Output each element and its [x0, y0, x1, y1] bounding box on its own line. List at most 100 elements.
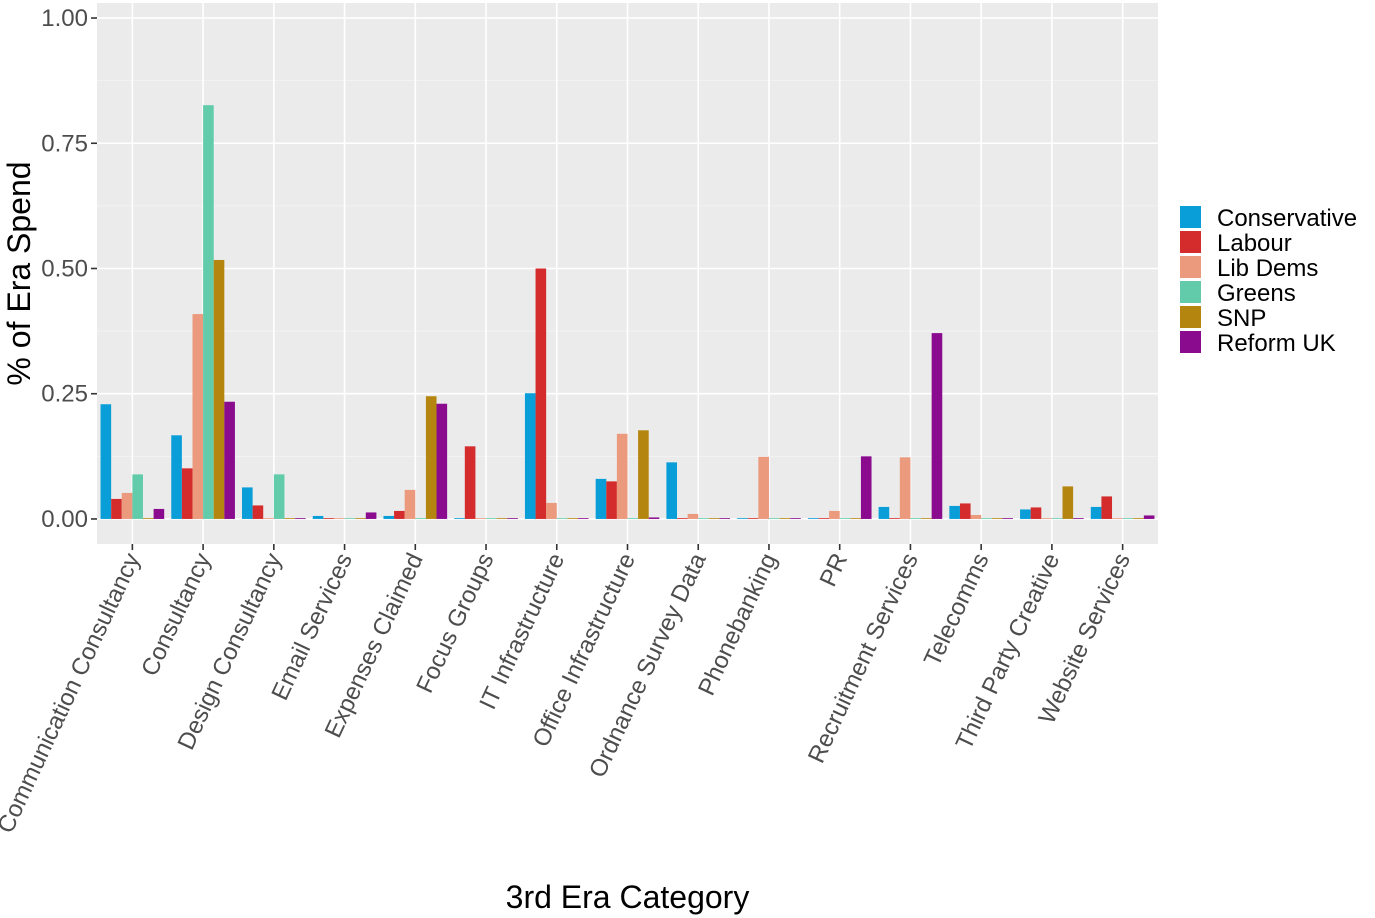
bar-conservative: [524, 393, 536, 519]
bar-labour: [959, 503, 971, 519]
bar-conservative: [1090, 506, 1102, 519]
y-tick-label: 0.75: [41, 130, 88, 157]
bar-labour: [1030, 507, 1042, 519]
bar-greens: [203, 105, 214, 519]
bar-lib-dems: [263, 518, 274, 519]
bar-lib-dems: [1112, 518, 1123, 519]
bar-snp: [779, 518, 791, 519]
x-axis: Communication ConsultancyConsultancyDesi…: [0, 544, 1136, 837]
bar-labour: [889, 518, 900, 519]
bar-reform-uk: [790, 518, 801, 519]
bar-greens: [486, 518, 497, 519]
legend-label: Reform UK: [1217, 330, 1336, 357]
bar-labour: [677, 518, 688, 519]
x-tick-label: PR: [815, 549, 854, 591]
bar-conservative: [595, 478, 607, 519]
bar-lib-dems: [616, 433, 628, 519]
bar-greens: [698, 518, 709, 519]
bar-conservative: [383, 515, 395, 519]
y-tick-label: 0.00: [41, 506, 88, 533]
bar-labour: [606, 481, 617, 519]
legend-swatch: [1180, 331, 1201, 353]
bar-reform-uk: [577, 518, 589, 519]
bar-conservative: [737, 518, 748, 519]
bar-greens: [415, 518, 426, 519]
bar-snp: [355, 518, 366, 519]
bar-conservative: [312, 515, 324, 519]
bar-lib-dems: [758, 456, 769, 519]
legend-swatch: [1180, 306, 1201, 328]
x-tick-label: Phonebanking: [693, 549, 782, 700]
bar-greens: [839, 518, 851, 519]
bar-lib-dems: [121, 492, 133, 519]
bar-labour: [394, 510, 405, 519]
bar-labour: [535, 268, 547, 519]
legend-label: Lib Dems: [1217, 255, 1318, 282]
bar-greens: [910, 518, 922, 519]
bar-lib-dems: [899, 457, 911, 519]
bar-conservative: [171, 435, 182, 519]
bar-snp: [638, 430, 649, 519]
bar-conservative: [1020, 509, 1031, 519]
bar-snp: [567, 518, 578, 519]
bar-labour: [111, 498, 122, 519]
legend-swatch: [1180, 231, 1201, 253]
y-axis: 0.00 0.25 0.50 0.75 1.00: [41, 5, 97, 533]
legend-swatch: [1180, 256, 1201, 278]
bar-snp: [1062, 486, 1074, 519]
bar-conservative: [242, 487, 253, 519]
bar-conservative: [878, 506, 890, 519]
bar-reform-uk: [295, 518, 306, 519]
bar-snp: [284, 518, 296, 519]
y-tick-label: 1.00: [41, 5, 88, 32]
bar-lib-dems: [475, 518, 487, 519]
bar-reform-uk: [436, 403, 448, 519]
bar-greens: [556, 518, 568, 519]
y-tick-label: 0.50: [41, 255, 88, 282]
bar-lib-dems: [546, 502, 557, 519]
bar-labour: [464, 446, 476, 519]
legend-label: SNP: [1217, 305, 1266, 332]
bar-labour: [323, 518, 334, 519]
bar-greens: [132, 474, 143, 519]
bar-labour: [252, 505, 264, 519]
legend-swatch: [1180, 281, 1201, 303]
bar-snp: [991, 518, 1003, 519]
bar-labour: [1101, 496, 1113, 519]
bar-labour: [181, 468, 193, 519]
bar-greens: [273, 474, 285, 519]
y-tick-label: 0.25: [41, 381, 88, 408]
bar-lib-dems: [970, 514, 982, 519]
bar-conservative: [807, 518, 819, 519]
bar-labour: [818, 518, 830, 519]
bar-snp: [425, 396, 437, 519]
bar-conservative: [100, 404, 112, 519]
legend-swatch: [1180, 206, 1201, 228]
bar-lib-dems: [1041, 518, 1052, 519]
bar-reform-uk: [648, 517, 660, 519]
x-tick-label: Communication Consultancy: [0, 549, 146, 837]
bar-greens: [768, 518, 780, 519]
bar-snp: [850, 518, 861, 519]
bars: [100, 105, 1155, 519]
bar-reform-uk: [1143, 515, 1155, 519]
bar-snp: [142, 518, 154, 519]
bar-reform-uk: [365, 512, 377, 519]
bar-snp: [1133, 518, 1144, 519]
bar-reform-uk: [860, 456, 872, 519]
bar-greens: [1122, 518, 1134, 519]
bar-lib-dems: [192, 314, 204, 519]
bar-reform-uk: [931, 333, 943, 519]
bar-greens: [344, 518, 356, 519]
bar-greens: [1051, 518, 1063, 519]
bar-labour: [747, 518, 759, 519]
bar-snp: [921, 518, 932, 519]
bar-reform-uk: [224, 401, 235, 519]
x-tick-label: Consultancy: [136, 549, 216, 680]
y-axis-title: % of Era Spend: [1, 161, 37, 385]
bar-snp: [213, 259, 225, 519]
legend-label: Labour: [1217, 230, 1292, 257]
bar-conservative: [949, 505, 960, 519]
bar-greens: [627, 518, 639, 519]
